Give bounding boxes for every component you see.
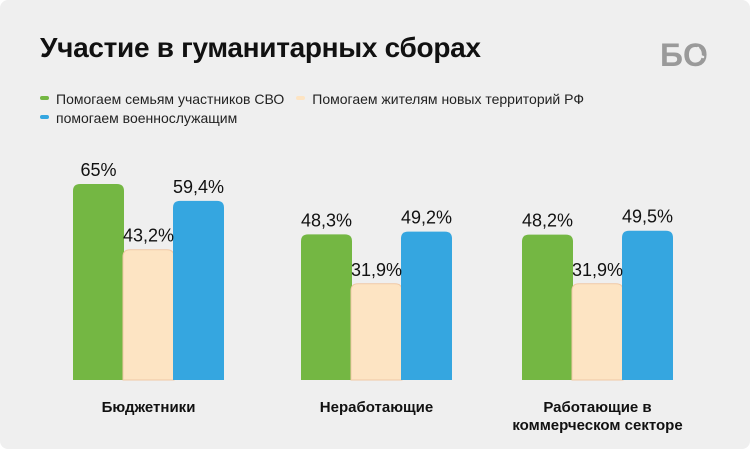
bar-3-2: [571, 283, 624, 381]
bar-3-1: [522, 234, 573, 380]
bar-2-2: [350, 283, 403, 381]
legend-swatch: [296, 96, 306, 101]
bar-value-label: 48,3%: [301, 210, 352, 230]
legend: Помогаем семьям участников СВО Помогаем ж…: [40, 90, 680, 128]
legend-item-1: Помогаем семьям участников СВО: [40, 90, 284, 108]
bar-value-label: 31,9%: [351, 260, 402, 280]
bar-value-label: 43,2%: [123, 226, 174, 246]
category-label: Работающие в: [543, 399, 651, 416]
bar-value-label: 65%: [80, 160, 116, 180]
bar-value-label: 49,5%: [622, 207, 673, 227]
legend-label: Помогаем семьям участников СВО: [56, 91, 285, 107]
bar-2-1: [301, 234, 352, 380]
bar-1-1: [73, 184, 124, 380]
legend-item-2: Помогаем жителям новых территорий РФ: [296, 90, 584, 108]
bar-2-3: [401, 231, 452, 380]
category-label: Бюджетники: [102, 399, 196, 416]
legend-label: помогаем военнослужащим: [56, 110, 238, 126]
legend-label: Помогаем жителям новых территорий РФ: [312, 91, 584, 107]
legend-swatch: [40, 96, 49, 101]
bar-1-2: [122, 249, 175, 381]
bar-value-label: 59,4%: [173, 177, 224, 197]
category-label: коммерческом секторе: [512, 417, 682, 434]
category-label: Неработающие: [320, 399, 433, 416]
bar-3-3: [622, 230, 673, 380]
legend-item-3: помогаем военнослужащим: [40, 109, 237, 127]
chart-title: Участие в гуманитарных сборах: [40, 32, 481, 63]
bar-value-label: 31,9%: [572, 260, 623, 280]
bar-value-label: 49,2%: [401, 208, 452, 228]
legend-swatch: [40, 115, 49, 120]
bar-1-3: [173, 200, 224, 380]
clock-icon: [696, 46, 705, 59]
bar-value-label: 48,2%: [522, 211, 573, 231]
bo-logo: БО: [660, 38, 708, 72]
